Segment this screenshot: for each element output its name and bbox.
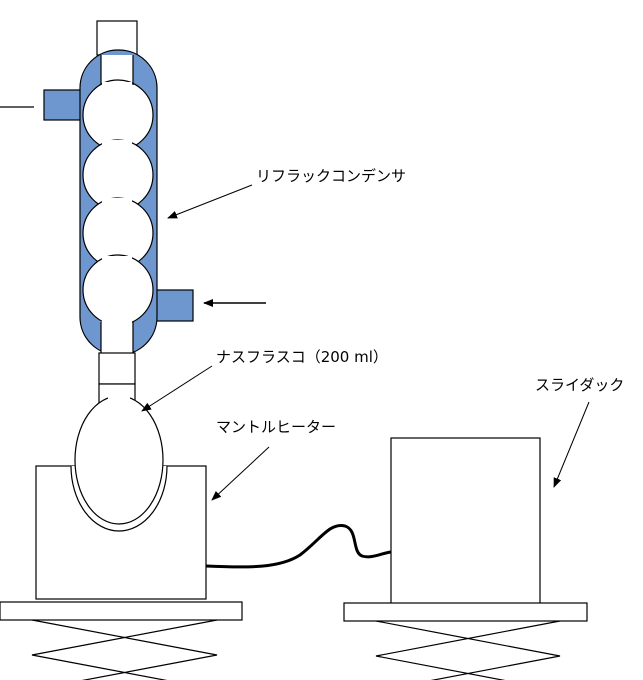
water-inlet <box>154 289 194 322</box>
slidax-label-arrow <box>553 401 590 488</box>
condenser-label: リフラックコンデンサ <box>256 167 406 185</box>
slidax-box <box>390 437 541 605</box>
flask-label: ナスフラスコ（200 ml） <box>216 348 388 366</box>
lab-jack-left <box>0 601 243 680</box>
condenser-inner-tube <box>82 55 154 354</box>
flask-label-arrow <box>141 365 213 412</box>
round-bottom-flask <box>74 392 164 525</box>
condenser-top-joint <box>96 20 138 56</box>
slidax-label: スライダック <box>535 376 624 394</box>
mantle-label: マントルヒーター <box>216 418 336 436</box>
lab-jack-right <box>343 602 588 680</box>
power-cord <box>205 523 392 569</box>
mantle-label-arrow <box>211 446 270 501</box>
water-outlet <box>43 89 83 121</box>
reflux-condenser <box>43 20 194 356</box>
condenser-label-arrow <box>167 184 253 219</box>
